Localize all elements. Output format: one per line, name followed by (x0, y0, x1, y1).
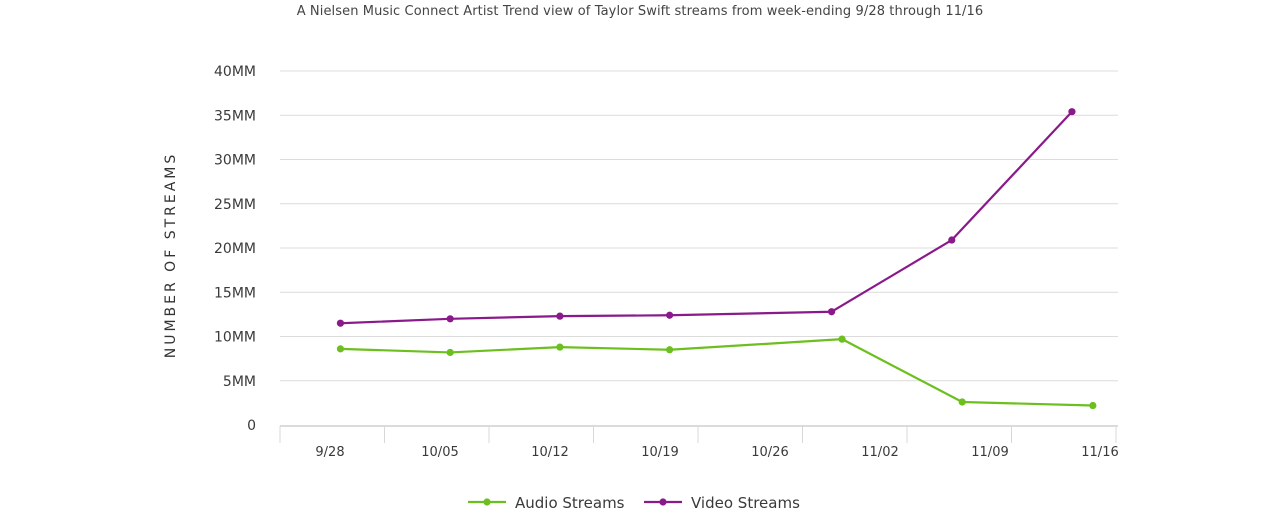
y-tick-label: 40MM (214, 64, 256, 80)
data-point (336, 319, 345, 327)
y-tick-label: 0 (247, 418, 256, 434)
x-tick-label: 10/12 (531, 445, 568, 460)
y-tick-label: 30MM (214, 153, 256, 169)
legend: Audio Streams Video Streams (468, 494, 800, 512)
x-axis: 9/28 10/05 10/12 10/19 10/26 11/02 11/09 11/16 (279, 425, 1119, 460)
data-point (1089, 401, 1097, 410)
legend-swatch-marker (483, 498, 491, 506)
data-point (838, 335, 846, 343)
x-tick-label: 10/05 (421, 445, 458, 460)
x-tick-label: 11/09 (971, 445, 1008, 460)
y-tick-label: 20MM (214, 241, 256, 257)
data-point (1068, 108, 1076, 116)
y-tick-label: 5MM (223, 374, 256, 390)
data-point (336, 345, 345, 353)
legend-swatch-marker (659, 498, 667, 506)
x-tick-label: 10/26 (751, 445, 788, 460)
series-lines (336, 108, 1097, 410)
data-point (958, 398, 966, 406)
y-tick-label: 35MM (214, 108, 256, 124)
data-point (666, 311, 674, 319)
x-tick-label: 11/16 (1081, 445, 1118, 460)
legend-label: Video Streams (691, 494, 800, 512)
data-point (446, 348, 454, 357)
y-tick-label: 10MM (214, 330, 256, 346)
x-tick-label: 11/02 (861, 445, 898, 460)
data-point (556, 312, 564, 320)
y-axis-ticks: 0 5MM 10MM 15MM 20MM 25MM 30MM 35MM 40MM (214, 64, 256, 434)
y-tick-label: 15MM (214, 285, 256, 301)
data-point (556, 343, 564, 351)
data-point (828, 308, 836, 316)
data-point (666, 346, 674, 354)
chart-title: A Nielsen Music Connect Artist Trend vie… (296, 4, 984, 19)
data-point (948, 236, 956, 244)
data-point (446, 315, 454, 323)
grid-lines (280, 70, 1118, 382)
series-line-1 (340, 110, 1073, 325)
y-tick-label: 25MM (214, 197, 256, 213)
x-tick-label: 9/28 (315, 445, 344, 460)
x-tick-label: 10/19 (641, 445, 678, 460)
series-line-0 (340, 338, 1093, 407)
legend-label: Audio Streams (515, 494, 625, 512)
